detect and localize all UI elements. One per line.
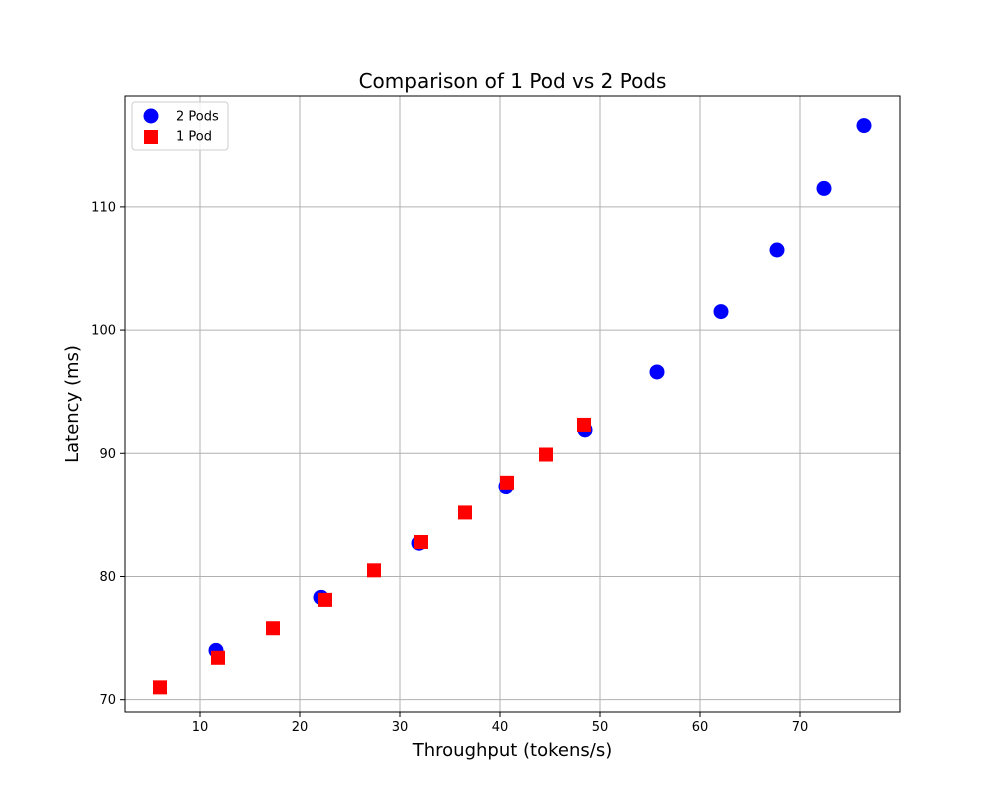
point-1-pod [577,417,591,432]
x-tick-label: 40 [492,720,509,735]
x-tick-label: 20 [292,720,309,735]
point-2-pods [649,364,665,380]
point-1-pod [500,475,514,490]
point-1-pod [367,563,381,578]
point-2-pods [816,180,832,196]
legend: 2 Pods 1 Pod [131,101,229,151]
point-1-pod [414,534,428,549]
legend-label-2-pods: 2 Pods [176,110,219,125]
y-tick-label: 80 [99,570,116,585]
point-1-pod [266,621,280,636]
y-axis-label: Latency (ms) [62,345,83,463]
grid-lines [125,96,900,712]
x-tick-label: 60 [692,720,709,735]
legend-label-1-pod: 1 Pod [176,130,212,145]
point-1-pod [458,505,472,520]
chart-title: Comparison of 1 Pod vs 2 Pods [359,69,667,93]
point-1-pod [153,680,167,695]
point-1-pod [211,650,225,665]
y-tick-label: 100 [91,324,116,339]
plot-frame [124,95,901,713]
y-tick-label: 70 [99,693,116,708]
y-tick-label: 110 [91,200,116,215]
axis-ticks: 10 20 30 40 50 60 70 70 80 90 100 110 [91,200,808,735]
point-2-pods [713,304,729,320]
point-2-pods [769,242,785,258]
legend-marker-1-pod [144,130,158,144]
point-1-pod [539,447,553,462]
data-points [153,118,872,695]
x-tick-label: 10 [192,720,209,735]
x-tick-label: 30 [392,720,409,735]
legend-marker-2-pods [143,108,159,124]
x-axis-label: Throughput (tokens/s) [412,740,612,761]
x-tick-label: 70 [792,720,809,735]
y-tick-label: 90 [99,447,116,462]
x-tick-label: 50 [592,720,609,735]
point-2-pods [856,118,872,134]
point-1-pod [318,592,332,607]
